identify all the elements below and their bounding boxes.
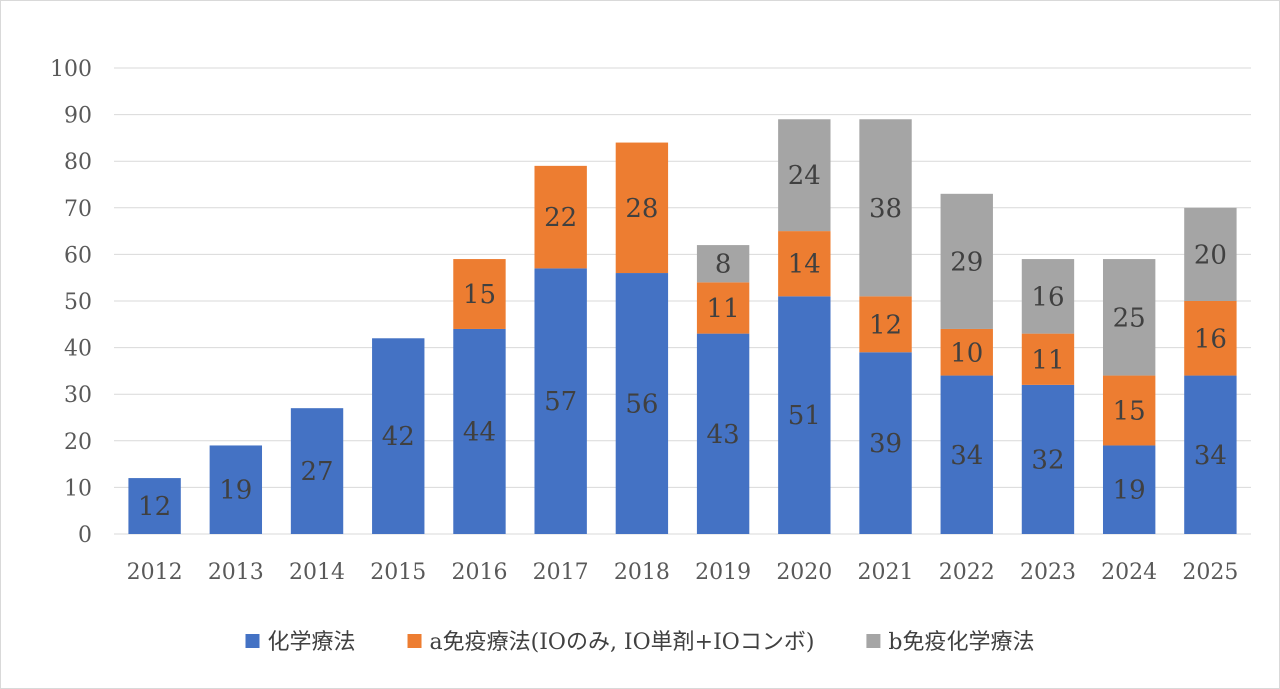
bar-segment-2 bbox=[859, 296, 912, 353]
x-tick-label: 2014 bbox=[289, 560, 345, 585]
y-tick-label: 0 bbox=[78, 523, 92, 548]
data-label: 27 bbox=[300, 457, 333, 487]
data-label: 19 bbox=[219, 476, 252, 506]
bar-segment-2 bbox=[453, 259, 506, 329]
x-tick-label: 2023 bbox=[1020, 560, 1076, 585]
bar-segment-1 bbox=[209, 445, 263, 534]
legend-swatch-3 bbox=[866, 634, 881, 648]
data-label: 24 bbox=[788, 161, 821, 191]
bar-segment-3 bbox=[1021, 259, 1075, 334]
bar-segment-1 bbox=[615, 273, 669, 534]
data-label: 38 bbox=[869, 194, 902, 224]
bar-segment-2 bbox=[615, 142, 669, 274]
bar-segment-1 bbox=[453, 328, 506, 534]
bar-segment-1 bbox=[128, 478, 181, 534]
x-tick-label: 2012 bbox=[127, 560, 183, 585]
data-label: 10 bbox=[950, 338, 983, 368]
legend-swatch-2 bbox=[407, 634, 422, 648]
data-label: 34 bbox=[1194, 441, 1227, 471]
legend-swatch-1 bbox=[245, 634, 260, 648]
data-label: 12 bbox=[138, 492, 171, 522]
bar-segment-3 bbox=[778, 119, 831, 232]
data-label: 19 bbox=[1113, 476, 1146, 506]
legend-label: b免疫化学療法 bbox=[888, 630, 1034, 655]
data-label: 34 bbox=[950, 441, 983, 471]
data-label: 11 bbox=[707, 294, 740, 324]
y-tick-label: 50 bbox=[64, 290, 92, 315]
data-label: 57 bbox=[544, 387, 577, 417]
bar-segment-2 bbox=[940, 328, 993, 376]
x-tick-label: 2015 bbox=[370, 560, 426, 585]
x-tick-label: 2024 bbox=[1101, 560, 1157, 585]
bar-segment-1 bbox=[534, 268, 587, 534]
bar-segment-2 bbox=[534, 165, 587, 269]
x-tick-label: 2020 bbox=[776, 560, 832, 585]
y-tick-label: 40 bbox=[64, 337, 92, 362]
x-tick-label: 2016 bbox=[451, 560, 507, 585]
bar-segment-2 bbox=[1102, 375, 1156, 446]
data-label: 42 bbox=[382, 422, 415, 452]
data-label: 28 bbox=[625, 194, 658, 224]
x-tick-label: 2022 bbox=[939, 560, 995, 585]
bar-segment-1 bbox=[290, 408, 344, 534]
y-tick-label: 100 bbox=[50, 57, 92, 82]
data-label: 43 bbox=[707, 420, 740, 450]
data-label: 32 bbox=[1031, 445, 1064, 475]
y-tick-label: 10 bbox=[64, 476, 92, 501]
bar-segment-1 bbox=[696, 333, 750, 534]
x-tick-label: 2021 bbox=[858, 560, 914, 585]
y-tick-label: 30 bbox=[64, 383, 92, 408]
data-label: 8 bbox=[715, 250, 732, 280]
data-label: 11 bbox=[1031, 345, 1064, 375]
y-tick-label: 90 bbox=[64, 104, 92, 129]
bar-segment-1 bbox=[778, 296, 831, 534]
bar-segment-2 bbox=[778, 231, 831, 297]
bar-segment-1 bbox=[859, 352, 912, 534]
data-label: 51 bbox=[788, 401, 821, 431]
legend-label: 化学療法 bbox=[268, 630, 356, 655]
data-label: 39 bbox=[869, 429, 902, 459]
y-tick-label: 20 bbox=[64, 430, 92, 455]
bar-segment-3 bbox=[1102, 259, 1156, 376]
bar-segment-2 bbox=[696, 282, 750, 334]
data-label: 20 bbox=[1194, 240, 1227, 270]
bar-segment-1 bbox=[940, 375, 993, 534]
data-label: 14 bbox=[788, 250, 821, 280]
data-label: 22 bbox=[544, 203, 577, 233]
data-label: 16 bbox=[1031, 282, 1064, 312]
bar-segment-1 bbox=[372, 338, 425, 534]
y-tick-label: 80 bbox=[64, 150, 92, 175]
x-tick-label: 2019 bbox=[695, 560, 751, 585]
bar-segment-3 bbox=[696, 245, 750, 283]
x-tick-label: 2017 bbox=[533, 560, 589, 585]
data-label: 15 bbox=[463, 280, 496, 310]
x-tick-label: 2025 bbox=[1182, 560, 1238, 585]
data-label: 44 bbox=[463, 417, 496, 447]
bar-segment-1 bbox=[1021, 384, 1075, 534]
data-label: 12 bbox=[869, 310, 902, 340]
data-label: 29 bbox=[950, 247, 983, 277]
y-tick-label: 60 bbox=[64, 243, 92, 268]
bar-segment-3 bbox=[940, 193, 993, 329]
x-tick-label: 2013 bbox=[208, 560, 264, 585]
bar-segment-1 bbox=[1184, 375, 1237, 534]
y-tick-label: 70 bbox=[64, 197, 92, 222]
x-tick-label: 2018 bbox=[614, 560, 670, 585]
legend-label: a免疫療法(IOのみ, IO単剤+IOコンボ) bbox=[430, 630, 815, 655]
bar-segment-2 bbox=[1021, 333, 1075, 385]
data-label: 56 bbox=[625, 390, 658, 420]
data-label: 16 bbox=[1194, 324, 1227, 354]
bar-segment-1 bbox=[1102, 445, 1156, 534]
bar-segment-3 bbox=[1184, 207, 1237, 301]
bar-segment-3 bbox=[859, 119, 912, 297]
data-label: 25 bbox=[1113, 303, 1146, 333]
data-label: 15 bbox=[1113, 397, 1146, 427]
bar-segment-2 bbox=[1184, 301, 1237, 376]
